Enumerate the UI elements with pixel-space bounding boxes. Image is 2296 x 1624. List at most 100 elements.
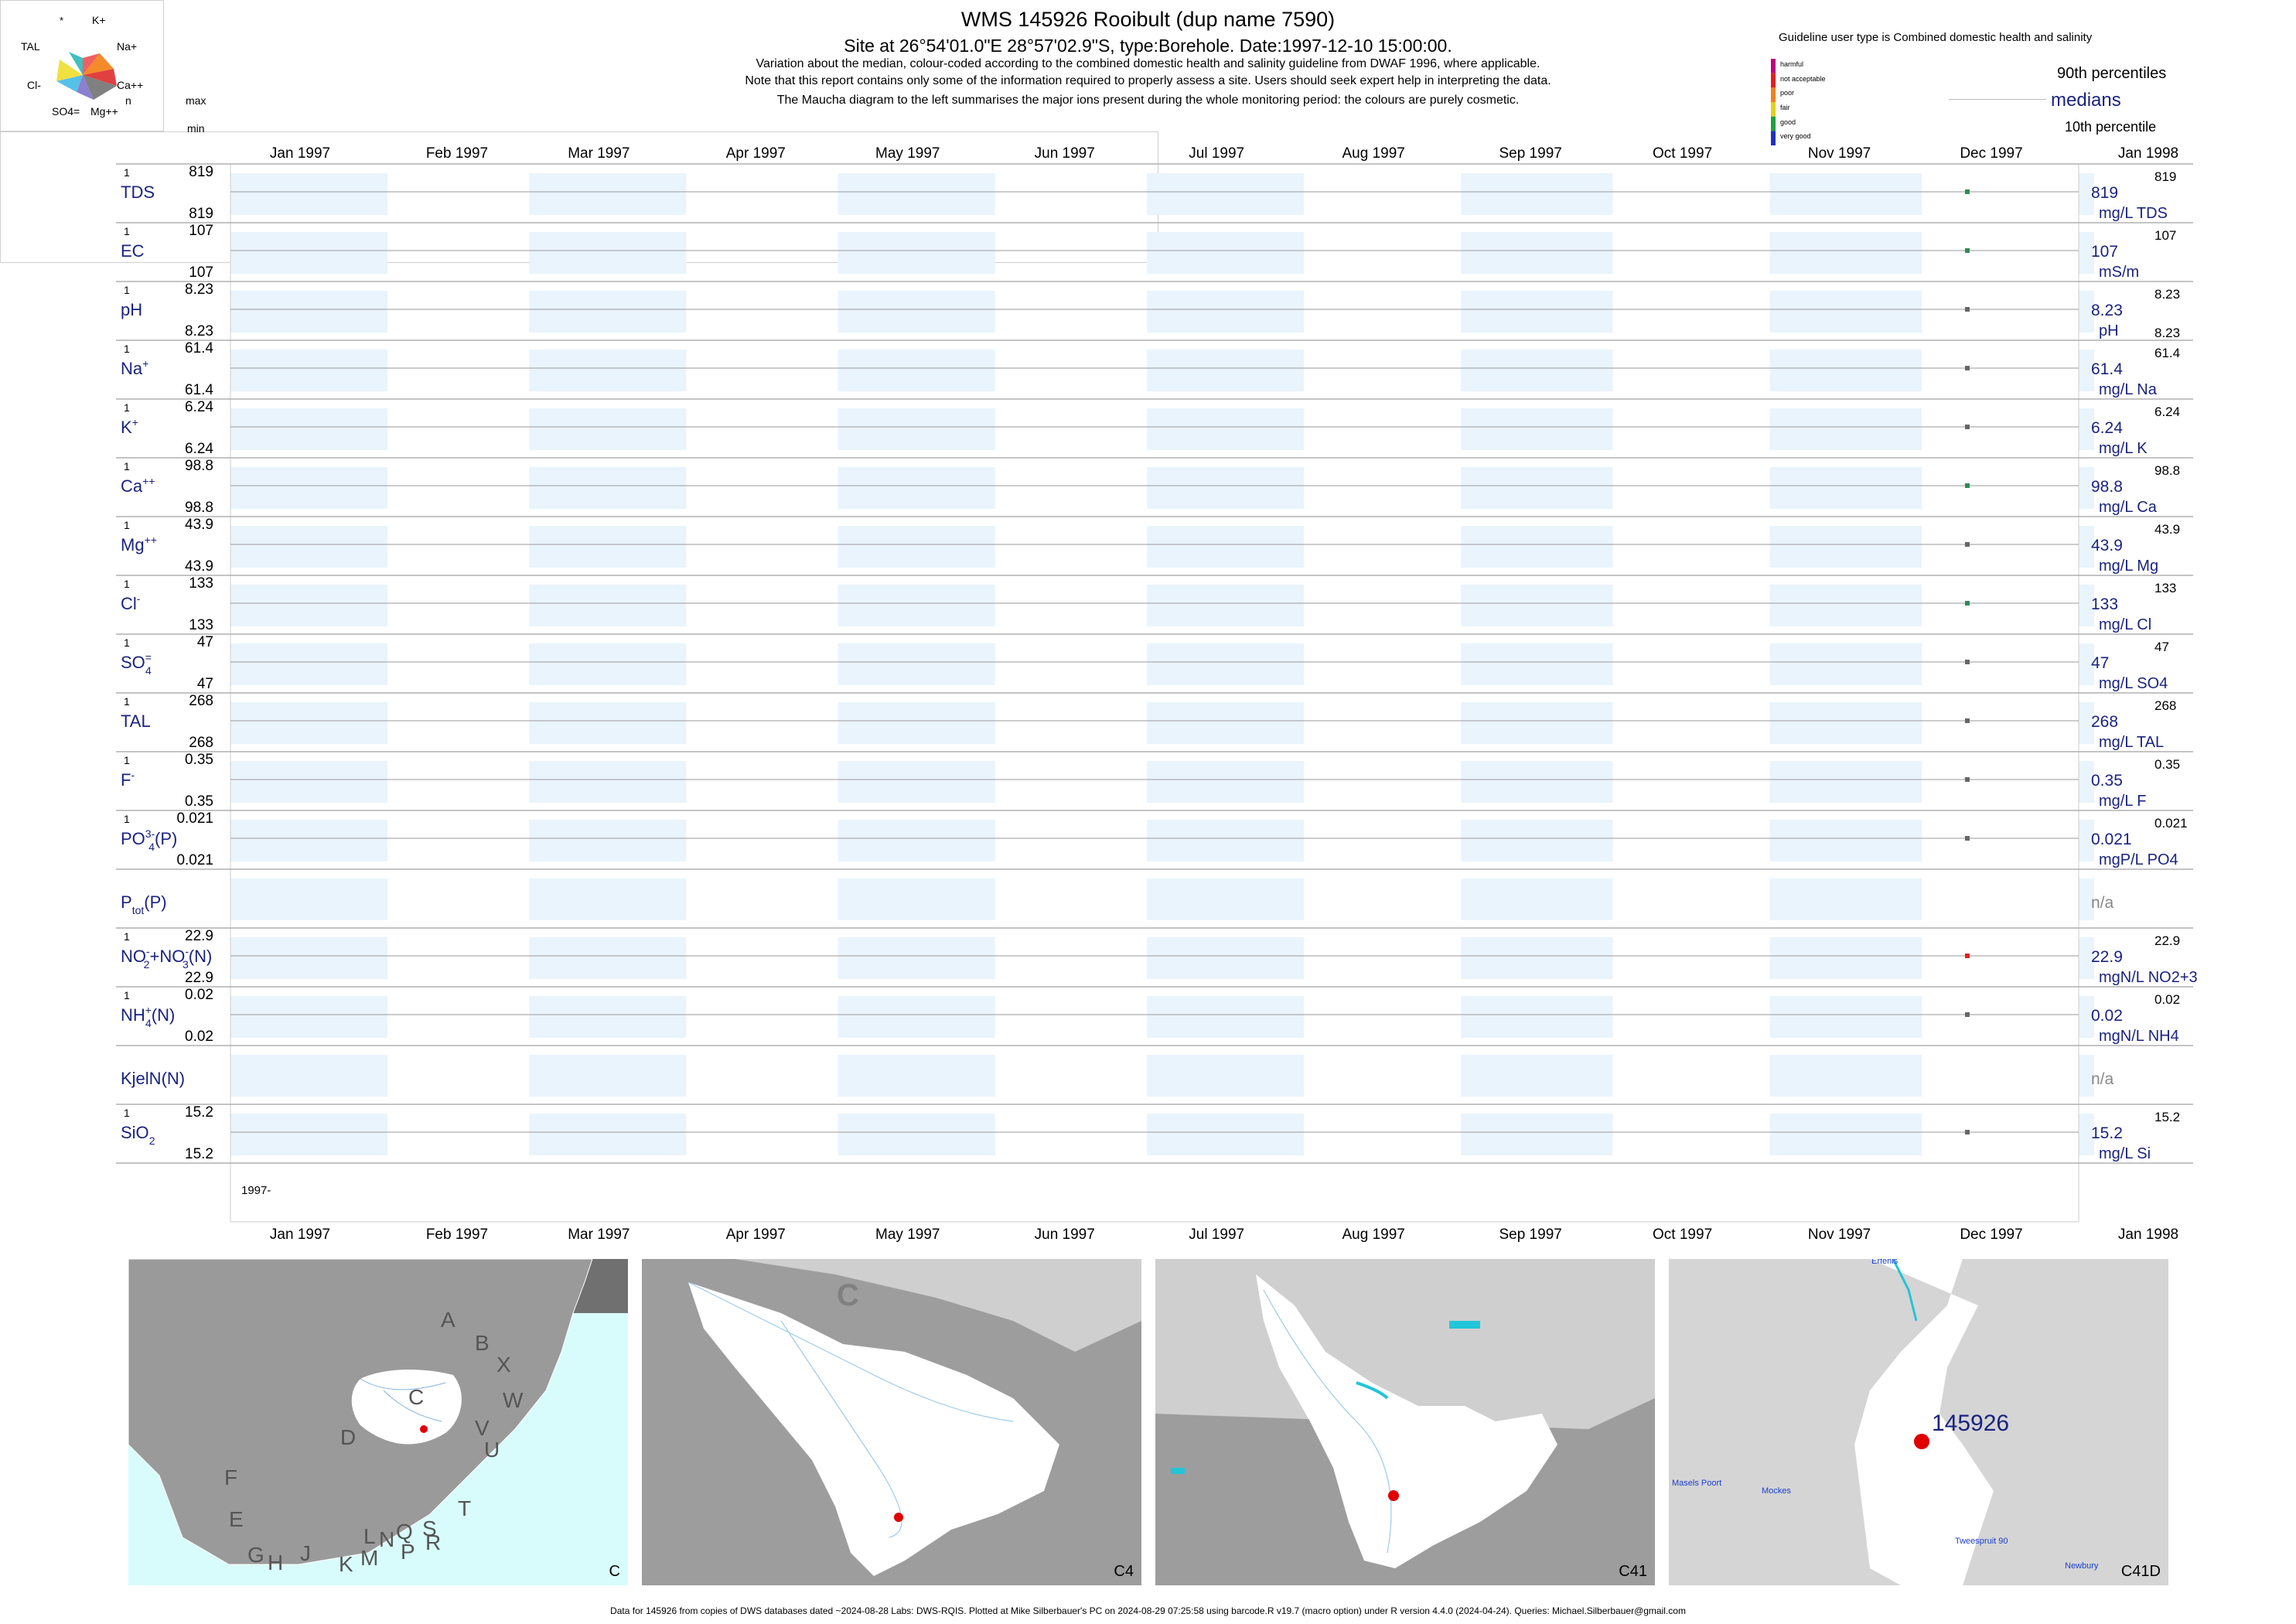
month-band — [838, 1055, 995, 1097]
variable-name: NH+ 4(N) — [121, 1004, 175, 1029]
month-band — [2079, 467, 2094, 509]
data-point — [1964, 542, 1970, 547]
row-p90: 43.9 — [2154, 522, 2180, 537]
row-p90: 98.8 — [2154, 463, 2180, 478]
month-band — [838, 702, 995, 744]
month-band — [2079, 526, 2094, 568]
month-band — [1147, 820, 1305, 861]
variable-row: 1 0.35 0.35 F- 0.35 mg/L F 0.35 — [116, 751, 2193, 810]
month-band — [2079, 173, 2094, 215]
month-band — [838, 1114, 995, 1155]
month-band — [1769, 408, 1922, 450]
month-band — [1769, 1055, 1922, 1097]
row-min: 8.23 — [185, 323, 213, 339]
row-median: 98.8 — [2091, 478, 2123, 496]
month-band — [230, 643, 387, 685]
month-band — [2079, 232, 2094, 274]
row-p90: 47 — [2154, 640, 2169, 654]
row-unit: mg/L TDS — [2099, 205, 2168, 222]
row-unit: mgP/L PO4 — [2099, 851, 2178, 868]
variable-name: Ptot(P) — [121, 892, 167, 916]
row-p90: 0.021 — [2154, 816, 2188, 831]
row-median: 0.02 — [2091, 1007, 2123, 1025]
row-min: 6.24 — [185, 441, 213, 457]
map-region-label: L — [363, 1524, 376, 1548]
row-unit: mg/L SO4 — [2099, 675, 2168, 692]
month-band — [230, 1114, 387, 1155]
variable-name: Ca++ — [121, 475, 155, 496]
maucha-label-mg: Mg++ — [90, 105, 118, 118]
row-max: 61.4 — [185, 340, 213, 357]
data-point — [1964, 248, 1970, 253]
row-max: 0.02 — [185, 987, 213, 1003]
variable-row: 1 819 819 TDS 819 mg/L TDS 819 — [116, 163, 2193, 222]
month-band — [2079, 996, 2094, 1038]
maucha-petal — [83, 53, 114, 75]
month-band — [529, 585, 687, 626]
row-p90: 0.35 — [2154, 757, 2180, 772]
month-band — [230, 820, 387, 861]
barcode-chart: Jan 1997 Feb 1997 Mar 1997 Apr 1997 May 1997… — [116, 145, 2198, 1243]
row-unit: mg/L Na — [2099, 381, 2158, 398]
row-median: 268 — [2091, 713, 2118, 731]
row-n: 1 — [124, 401, 130, 414]
row-median: 0.021 — [2091, 831, 2132, 848]
data-point — [1964, 660, 1970, 664]
maucha-label-star: * — [60, 15, 63, 26]
row-max: 6.24 — [185, 399, 213, 415]
month-band — [529, 820, 687, 861]
col-header-max: max — [186, 94, 206, 107]
row-median: n/a — [2091, 1070, 2114, 1088]
variable-name: SO= 4 — [121, 651, 152, 677]
month-band — [529, 1114, 687, 1155]
guideline-level-label: good — [1780, 118, 1796, 126]
month-band — [1147, 643, 1305, 685]
legend-medians: medians — [2051, 90, 2121, 111]
month-band — [529, 232, 687, 274]
month-band — [1461, 585, 1613, 626]
variable-name: F- — [121, 769, 135, 790]
variable-name: NO-2+NO-3(N) — [121, 945, 212, 971]
month-band — [1461, 408, 1613, 450]
month-band — [1769, 820, 1922, 861]
maucha-petals — [56, 52, 117, 100]
month-band — [1461, 1114, 1613, 1155]
row-unit: mg/L Mg — [2099, 558, 2158, 575]
guideline-level-label: harmful — [1780, 60, 1804, 68]
maucha-label-na: Na+ — [117, 40, 137, 53]
maucha-label-cl: Cl- — [27, 79, 41, 91]
footer-text: Data for 145926 from copies of DWS datab… — [610, 1605, 1686, 1616]
map-label-c41: C41 — [1619, 1563, 1647, 1580]
month-band — [1769, 467, 1922, 509]
guideline-level-label: very good — [1780, 132, 1811, 141]
data-point — [1964, 777, 1970, 782]
variable-row: KjelN(N) n/a — [116, 1045, 2193, 1088]
row-max: 98.8 — [185, 458, 213, 474]
row-min: 15.2 — [185, 1146, 213, 1162]
data-point — [1964, 483, 1970, 488]
month-label-bottom: Mar 1997 — [568, 1227, 629, 1243]
row-n: 1 — [124, 460, 130, 473]
page-subtitle: Site at 26°54'01.0"E 28°57'02.9"S, type:… — [844, 36, 1452, 56]
data-point — [1964, 601, 1970, 606]
row-median: 819 — [2091, 184, 2118, 202]
data-point — [1964, 954, 1970, 958]
row-p90: 133 — [2154, 581, 2176, 595]
month-band — [838, 761, 995, 803]
map-region-label: E — [229, 1507, 244, 1531]
guideline-swatch — [1771, 73, 1776, 88]
maucha-petal — [77, 75, 94, 100]
data-point — [1964, 1012, 1970, 1017]
month-band — [1769, 761, 1922, 803]
note-line-2: Note that this report contains only some… — [745, 74, 1551, 87]
row-min: 47 — [197, 676, 213, 692]
month-band — [1769, 879, 1922, 920]
month-band — [230, 526, 387, 568]
row-max: 43.9 — [185, 517, 213, 533]
month-band — [1769, 585, 1922, 626]
map-label-c: C — [609, 1563, 620, 1580]
row-median: 47 — [2091, 654, 2109, 672]
month-band — [1147, 232, 1305, 274]
row-n: 1 — [124, 695, 130, 708]
map-region-label: R — [425, 1530, 441, 1554]
